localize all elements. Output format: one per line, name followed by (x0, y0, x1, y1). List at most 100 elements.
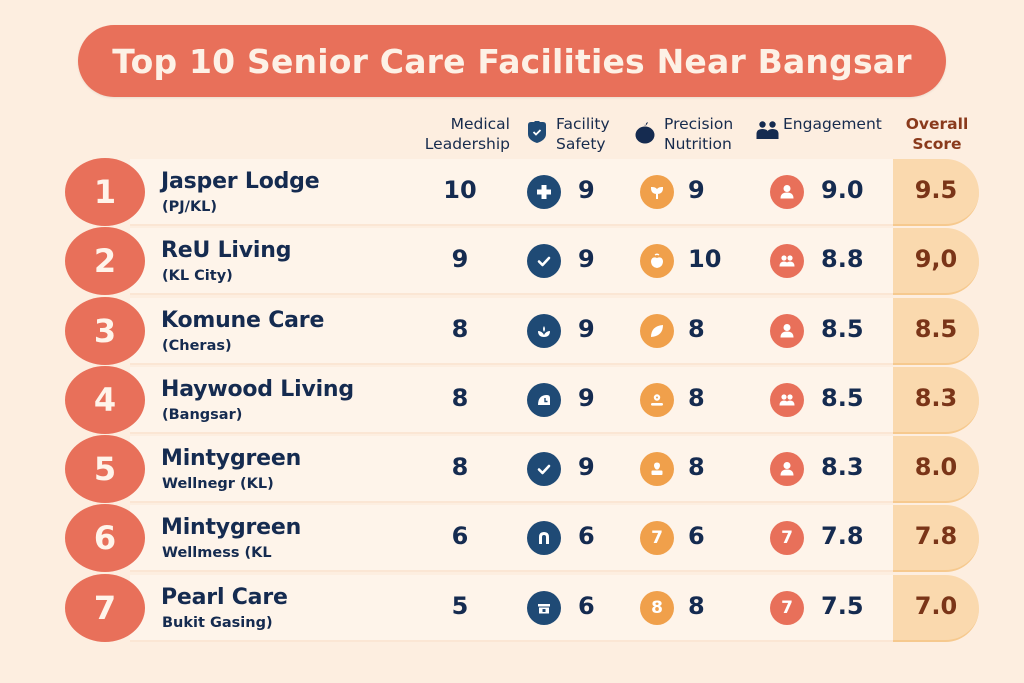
medical-score: 8 (451, 453, 469, 482)
overall-score: 8.5 (914, 314, 958, 343)
facility-name: Komune Care (161, 307, 325, 333)
people-icon (756, 121, 779, 139)
check-icon (527, 244, 561, 279)
nutrition-score: 8 (688, 591, 705, 620)
rank-badge: 3 (65, 296, 145, 365)
overall-score: 9,0 (914, 245, 958, 274)
check-icon (527, 452, 561, 487)
bowl-icon (640, 382, 674, 417)
facility-score: 6 (578, 522, 595, 551)
facility-score: 6 (578, 591, 595, 620)
score-background (893, 436, 979, 504)
header-facility-safety: Facility Safety (527, 114, 610, 154)
engagement-score: 8.5 (821, 314, 864, 343)
row-background (130, 228, 893, 296)
overall-score: 8.3 (914, 383, 958, 412)
table-row: 2 ReU Living (KL City) 9 9 10 8.8 9,0 (0, 227, 1024, 296)
facility-score: 9 (578, 314, 595, 343)
rank-badge: 2 (65, 227, 145, 296)
leaf-icon (640, 313, 674, 348)
score-background (893, 297, 979, 365)
header-engagement: Engagement (756, 114, 882, 142)
facility-name: Haywood Living (161, 376, 354, 402)
apple-icon (640, 244, 674, 279)
nutrition-score: 8 (688, 453, 705, 482)
nutrition-score: 9 (688, 176, 705, 204)
facility-score: 9 (578, 176, 595, 204)
facility-score: 9 (578, 383, 595, 412)
clock-icon (527, 382, 561, 417)
rank-badge: 5 (65, 435, 145, 504)
header-nutrition-line1: Precision (664, 115, 734, 133)
row-background (130, 505, 893, 573)
nutrition-score: 6 (688, 522, 705, 551)
facility-name: Jasper Lodge (161, 169, 320, 194)
score-background (893, 574, 979, 642)
apple-icon (635, 122, 655, 144)
person-icon (640, 452, 674, 487)
engagement-score: 7.8 (821, 522, 864, 551)
header-medical-line2: Leadership (424, 135, 510, 153)
medical-score: 8 (451, 314, 469, 343)
header-facility-line2: Safety (556, 135, 606, 153)
table-row: 6 Mintygreen Wellmess (KL 6 6 7 6 7 7.8 … (0, 504, 1024, 573)
row-background (130, 574, 893, 642)
leaf-icon (640, 175, 674, 209)
facility-location: Wellmess (KL (162, 545, 272, 562)
header-overall-line1: Overall (905, 115, 969, 133)
facility-name: Mintygreen (161, 446, 302, 472)
number-7-icon: 7 (640, 521, 674, 556)
medical-score: 9 (451, 245, 469, 274)
person-icon (770, 175, 804, 209)
page-title: Top 10 Senior Care Facilities Near Bangs… (112, 41, 912, 81)
nutrition-score: 8 (688, 314, 705, 343)
overall-score: 8.0 (914, 453, 958, 482)
rank-badge: 1 (65, 158, 145, 226)
engagement-score: 9.0 (821, 176, 864, 204)
header-nutrition-line2: Nutrition (664, 135, 732, 153)
header-medical-line1: Medical (450, 115, 510, 133)
header-facility-line1: Facility (556, 115, 610, 133)
header-medical-leadership: Medical Leadership (414, 114, 510, 154)
facility-name: ReU Living (161, 238, 292, 264)
nutrition-score: 10 (688, 245, 722, 274)
facility-name: Pearl Care (161, 584, 288, 610)
nutrition-score: 8 (688, 383, 705, 412)
rank-badge: 4 (65, 365, 145, 434)
overall-score: 7.0 (914, 591, 958, 620)
people-icon (770, 244, 804, 279)
facility-name: Mintygreen (161, 515, 302, 541)
engagement-score: 8.3 (821, 453, 864, 482)
plus-icon (527, 175, 561, 209)
number-7-icon: 7 (770, 590, 804, 625)
rank-badge: 6 (65, 504, 145, 573)
overall-score: 7.8 (914, 522, 958, 551)
score-background (893, 159, 979, 226)
facility-location: (Cheras) (162, 337, 232, 354)
row-background (130, 297, 893, 365)
facility-location: (KL City) (162, 268, 233, 285)
score-background (893, 366, 979, 434)
people-icon (770, 382, 804, 417)
engagement-score: 8.8 (821, 245, 864, 274)
table-row: 3 Komune Care (Cheras) 8 9 8 8.5 8.5 (0, 296, 1024, 366)
facility-score: 9 (578, 245, 595, 274)
engagement-score: 7.5 (821, 591, 864, 620)
table-row: 5 Mintygreen Wellnegr (KL) 8 9 8 8.3 8.0 (0, 435, 1024, 504)
medical-score: 10 (443, 176, 477, 204)
sprout-icon (527, 313, 561, 348)
ranking-table: 1 Jasper Lodge (PJ/KL) 10 9 9 9.0 9.5 2 … (0, 158, 1024, 643)
title-banner: Top 10 Senior Care Facilities Near Bangs… (78, 25, 946, 97)
header-overall-line2: Score (912, 135, 962, 153)
facility-location: Wellnegr (KL) (162, 476, 274, 493)
facility-location: (Bangsar) (162, 406, 243, 423)
person-icon (770, 313, 804, 348)
row-background (130, 159, 893, 226)
header-engagement-label: Engagement (783, 115, 882, 133)
header-precision-nutrition: Precision Nutrition (635, 114, 733, 154)
box-icon (527, 590, 561, 625)
facility-score: 9 (578, 453, 595, 482)
shield-check-icon (528, 121, 546, 143)
overall-score: 9.5 (914, 176, 958, 204)
medical-score: 5 (451, 591, 469, 620)
